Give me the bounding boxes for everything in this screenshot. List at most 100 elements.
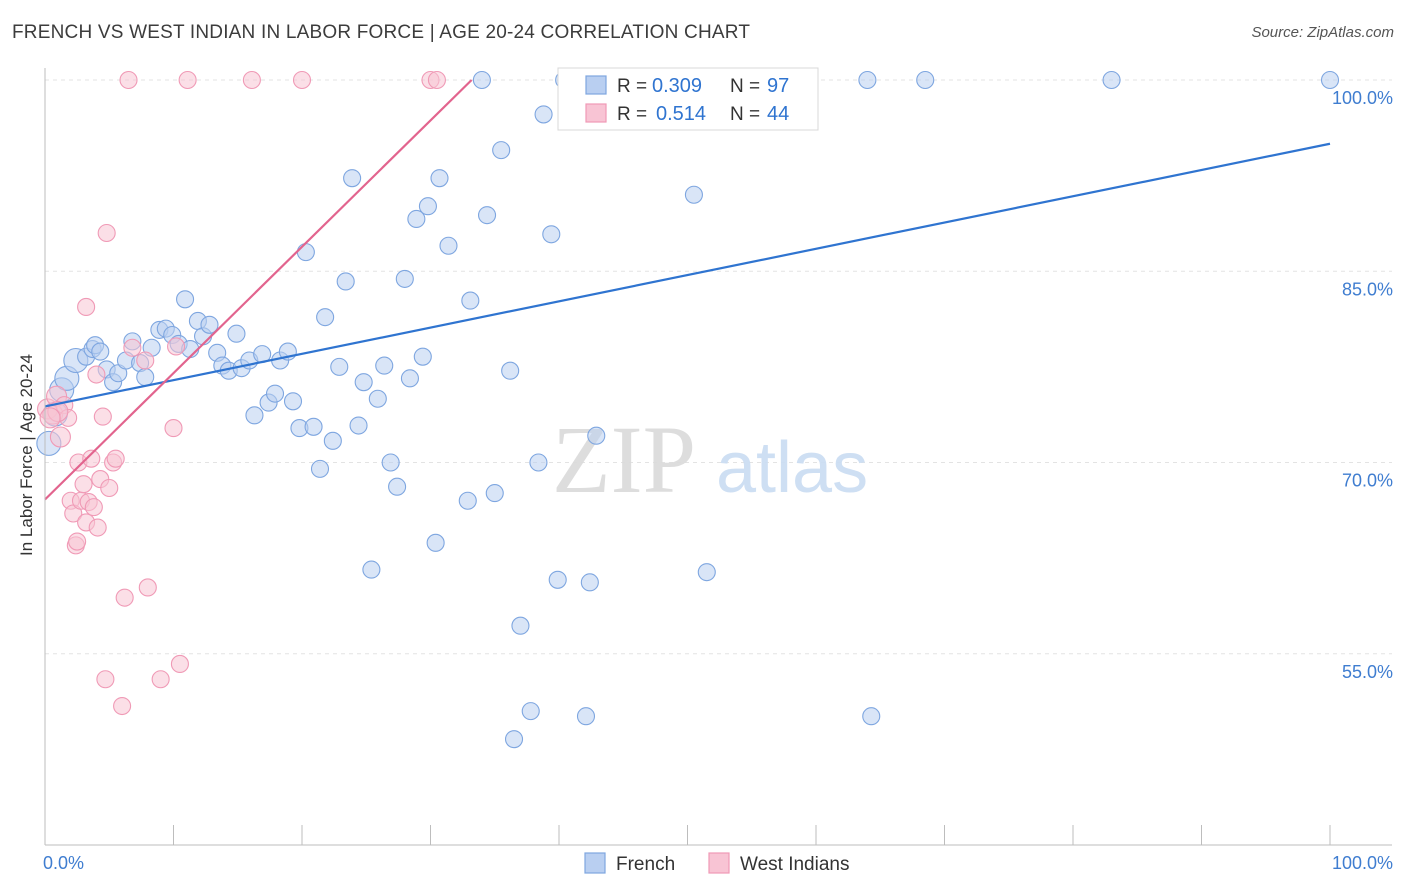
- watermark: ZIP atlas: [552, 406, 868, 513]
- french-point-63: [461, 291, 480, 310]
- french-point-44: [323, 431, 342, 450]
- french-point-21: [176, 290, 195, 309]
- french-point-49: [354, 373, 373, 392]
- french-point-79: [576, 707, 596, 726]
- french-point-59: [418, 197, 437, 216]
- french-point-91: [916, 70, 935, 90]
- legend-n-label-french: N =: [730, 76, 760, 97]
- axes: [44, 68, 1392, 846]
- french-point-40: [296, 243, 315, 262]
- west-indians-point-20: [93, 407, 112, 426]
- x-tick-label-1: 100.0%: [1332, 853, 1393, 873]
- french-point-51: [368, 389, 387, 408]
- west-indians-point-15: [82, 449, 101, 468]
- west-indians-point-26: [113, 696, 132, 716]
- french-point-42: [310, 459, 330, 478]
- watermark-atlas: atlas: [716, 428, 868, 508]
- trend-lines: [44, 79, 1331, 501]
- french-trend-line: [44, 142, 1331, 408]
- west-indians-point-29: [136, 351, 155, 370]
- west-indians-point-34: [170, 654, 189, 674]
- y-tick-label-2: 70.0%: [1342, 471, 1393, 491]
- scatter-points: [36, 70, 1340, 749]
- french-point-89: [858, 70, 877, 90]
- french-point-53: [381, 453, 400, 472]
- french-point-52: [375, 356, 394, 375]
- bottom-legend-swatch-french: [584, 852, 606, 874]
- french-point-93: [1320, 70, 1340, 90]
- west-indians-point-21: [96, 670, 115, 689]
- french-point-50: [362, 560, 381, 579]
- chart-title: FRENCH VS WEST INDIAN IN LABOR FORCE | A…: [12, 22, 751, 43]
- west-indians-point-12: [74, 475, 93, 494]
- legend-r-label-west-indians: R =: [617, 104, 647, 125]
- west-indians-point-39: [427, 70, 446, 90]
- west-indians-point-22: [97, 223, 116, 243]
- french-point-71: [511, 616, 530, 635]
- west-indians-point-27: [115, 588, 134, 607]
- west-indians-point-23: [100, 478, 119, 498]
- french-point-25: [200, 315, 219, 334]
- legend-box: R = 0.309 N = 97 R = 0.514 N = 44: [557, 67, 819, 131]
- legend-swatch-west-indians: [585, 103, 607, 123]
- french-point-60: [426, 533, 445, 552]
- chart-source: Source: ZipAtlas.com: [1251, 24, 1394, 41]
- west-indians-point-37: [292, 70, 312, 90]
- french-point-57: [407, 209, 426, 229]
- french-point-32: [245, 406, 264, 425]
- west-indians-point-25: [106, 449, 125, 468]
- y-tick-label-3: 55.0%: [1342, 662, 1393, 682]
- west-indians-point-9: [68, 532, 87, 551]
- legend-r-value-west-indians: 0.514: [656, 103, 706, 125]
- west-indians-point-35: [178, 70, 197, 90]
- french-point-56: [400, 369, 419, 388]
- french-point-73: [529, 453, 548, 472]
- legend-r-label-french: R =: [617, 76, 647, 97]
- west-indians-point-43: [123, 338, 142, 357]
- french-point-48: [349, 416, 368, 435]
- french-point-8: [91, 342, 110, 361]
- french-point-45: [330, 357, 349, 376]
- french-point-72: [521, 702, 540, 721]
- french-point-58: [413, 347, 432, 366]
- west-indians-point-3: [49, 426, 71, 448]
- french-point-54: [388, 477, 407, 496]
- french-point-76: [548, 570, 567, 589]
- west-indians-point-16: [84, 498, 103, 517]
- west-indians-point-32: [164, 419, 183, 438]
- french-point-74: [534, 105, 553, 124]
- french-point-81: [587, 426, 606, 445]
- french-point-29: [227, 324, 246, 343]
- french-point-70: [504, 730, 524, 749]
- french-point-86: [697, 563, 716, 582]
- bottom-legend-label-french: French: [616, 854, 675, 875]
- french-point-75: [542, 225, 561, 244]
- watermark-zip: ZIP: [552, 406, 696, 513]
- french-point-67: [485, 484, 504, 503]
- x-tick-label-0: 0.0%: [43, 853, 84, 873]
- french-point-66: [477, 206, 497, 225]
- bottom-legend-swatch-west-indians: [708, 852, 730, 874]
- west-indians-point-33: [167, 337, 186, 356]
- west-indians-point-18: [88, 518, 107, 537]
- legend-swatch-french: [585, 75, 607, 95]
- west-indians-point-30: [138, 578, 157, 597]
- west-indians-point-36: [242, 70, 261, 90]
- french-point-80: [580, 573, 599, 592]
- legend-n-value-french: 97: [767, 75, 789, 97]
- legend-r-value-french: 0.309: [652, 75, 702, 97]
- french-point-69: [501, 361, 520, 380]
- french-point-90: [862, 707, 881, 726]
- french-point-38: [283, 392, 303, 411]
- tick-labels: 100.0% 85.0% 70.0% 55.0% 0.0% 100.0%: [43, 88, 1393, 873]
- french-point-85: [684, 185, 703, 204]
- y-tick-label-0: 100.0%: [1332, 88, 1393, 108]
- french-point-62: [439, 236, 458, 255]
- west-indians-trend-line: [44, 79, 473, 501]
- french-point-61: [430, 169, 449, 188]
- french-point-65: [472, 70, 491, 90]
- french-point-15: [136, 368, 155, 387]
- y-tick-label-1: 85.0%: [1342, 279, 1393, 299]
- west-indians-point-40: [77, 297, 96, 317]
